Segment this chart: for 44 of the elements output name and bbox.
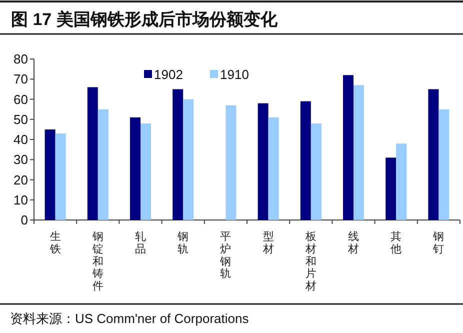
x-tick-label: 线材 [347,230,359,256]
bar [226,105,236,220]
y-tick-label: 30 [14,152,28,168]
bar [172,89,184,220]
bar [386,158,396,220]
bar [268,117,279,220]
bar [98,109,108,220]
legend-label: 1902 [154,67,183,82]
legend-label: 1910 [220,67,249,82]
x-tick-label: 轧品 [135,230,146,256]
bar [438,109,450,220]
x-tick-label: 钢钉 [432,230,444,256]
bar [87,87,98,220]
bar [55,133,66,220]
x-tick-label: 钢锭和铸件 [91,230,104,293]
text: 资料来源：US Comm'ner of Corporations [10,311,250,326]
y-tick-label: 0 [20,212,28,228]
y-tick-label: 80 [14,52,28,66]
x-tick-label: 型材 [262,230,274,256]
bar [140,123,151,220]
y-tick-label: 40 [14,132,28,147]
bar [183,99,194,220]
legend-item: 1902 [144,67,183,82]
x-tick-label: 钢轨 [176,230,189,256]
bar [258,103,268,220]
bar [343,75,354,220]
bar [310,123,322,220]
x-tick-label: 生铁 [48,230,61,256]
legend-item: 1910 [210,67,249,82]
title: 图 17 美国钢铁形成后市场份额变化 [11,10,278,29]
y-tick-label: 10 [14,192,28,208]
y-tick-label: 20 [14,172,28,188]
x-tick-label: 其他 [390,230,402,256]
y-tick-label: 70 [14,72,28,87]
bar [428,89,439,220]
bar [354,85,364,220]
y-tick-label: 60 [14,92,28,107]
bar [300,101,311,220]
x-tick-label: 板材和片材 [304,230,316,293]
x-tick-label: 平炉钢轨 [219,230,232,280]
bar [44,129,56,220]
bar [130,117,140,220]
bar [396,144,407,220]
y-tick-label: 50 [14,112,28,127]
